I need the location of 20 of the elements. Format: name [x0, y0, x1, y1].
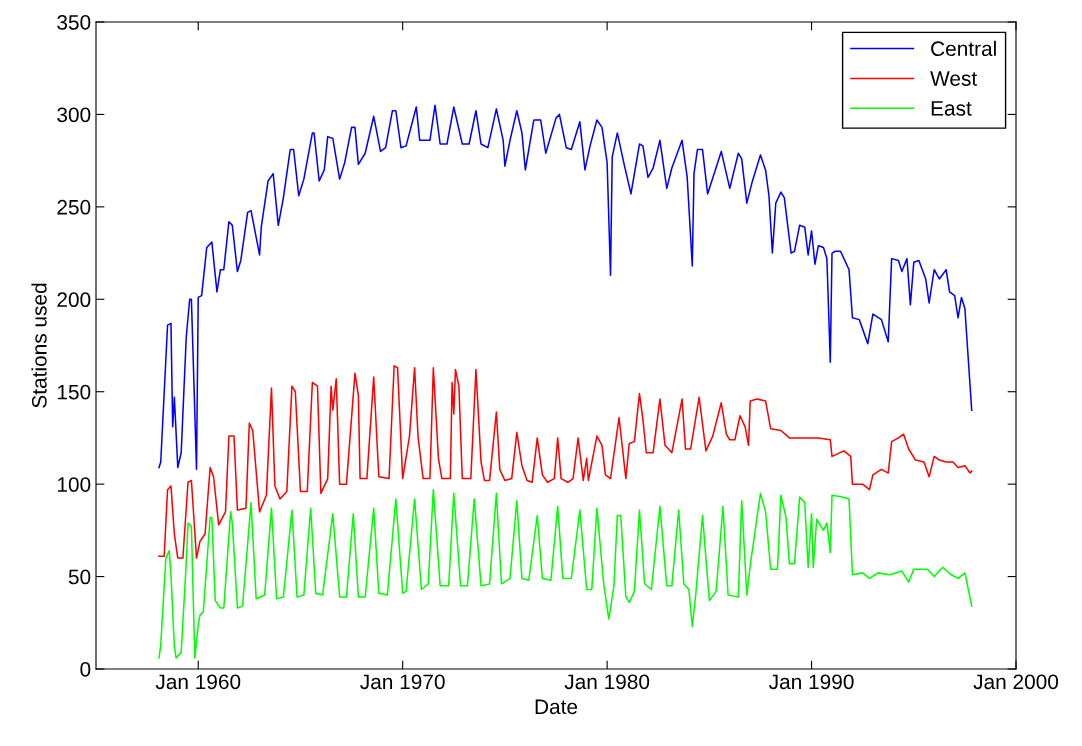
y-tick-label: 250: [57, 199, 91, 215]
y-axis-title: Stations used: [31, 283, 47, 408]
legend-label: West: [930, 71, 978, 86]
x-tick-label: Jan 1980: [564, 674, 650, 690]
legend-label: East: [931, 101, 972, 116]
y-tick-label: 300: [57, 107, 91, 123]
x-tick-label: Jan 1970: [360, 674, 445, 690]
x-tick-label: Jan 2000: [973, 674, 1059, 690]
y-tick-label: 150: [57, 384, 91, 400]
y-tick-label: 200: [57, 292, 91, 308]
line-series: [158, 488, 973, 659]
y-tick-label: 50: [68, 569, 91, 585]
x-axis-title: Date: [535, 699, 578, 715]
legend-label: Central: [931, 40, 996, 57]
line-series: [158, 365, 973, 559]
y-tick-label: 0: [80, 662, 91, 677]
y-tick-label: 100: [57, 477, 91, 492]
x-tick-label: Jan 1960: [155, 674, 241, 690]
y-tick-label: 350: [57, 15, 91, 30]
x-tick-label: Jan 1990: [769, 674, 854, 690]
